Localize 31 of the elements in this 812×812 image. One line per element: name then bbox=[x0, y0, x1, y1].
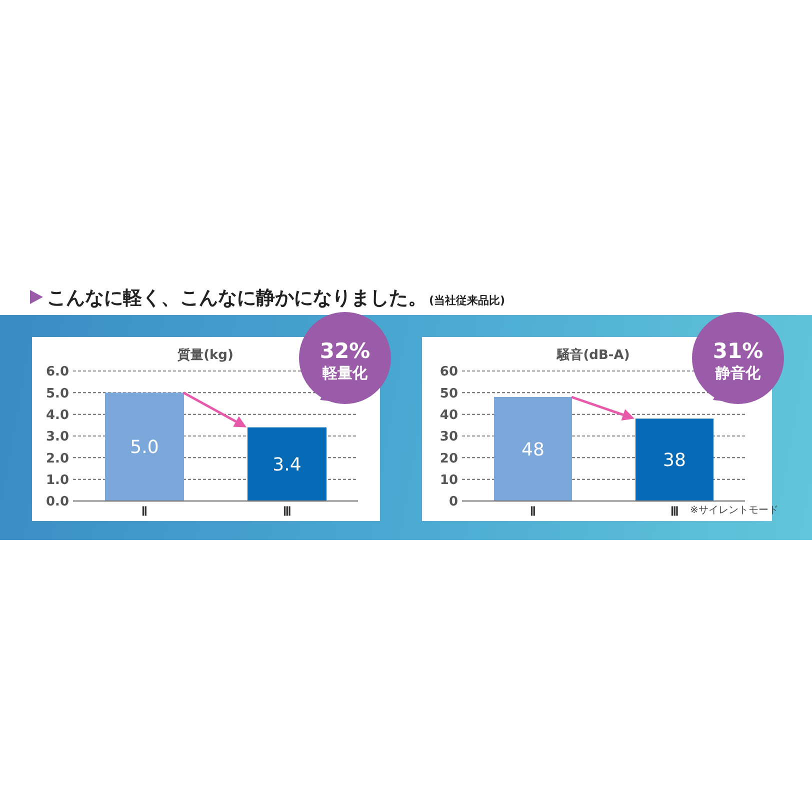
data-label: 48 bbox=[522, 439, 544, 460]
y-tick-label: 6.0 bbox=[46, 364, 69, 380]
data-label: 3.4 bbox=[272, 454, 302, 476]
x-tick-label: Ⅲ bbox=[282, 504, 291, 519]
y-tick-label: 2.0 bbox=[46, 451, 69, 466]
text: 32% bbox=[318, 339, 372, 363]
y-tick-label: 3.0 bbox=[46, 430, 69, 445]
chart-title: 騒音(dB-A) bbox=[556, 347, 630, 363]
y-tick-label: 50 bbox=[440, 386, 458, 402]
data-label: 5.0 bbox=[130, 437, 159, 458]
x-tick-label: Ⅱ bbox=[530, 504, 536, 519]
y-tick-label: 20 bbox=[440, 451, 458, 466]
y-tick-label: 40 bbox=[440, 408, 458, 423]
text: (当社従来品比) bbox=[429, 293, 506, 308]
y-tick-label: 5.0 bbox=[46, 386, 69, 402]
y-tick-label: 1.0 bbox=[46, 472, 69, 488]
text: 31% bbox=[712, 339, 764, 363]
y-tick-label: 30 bbox=[440, 430, 458, 445]
x-tick-label: Ⅱ bbox=[141, 504, 148, 519]
annotation: 静音化 bbox=[714, 364, 762, 382]
y-tick-label: 60 bbox=[440, 364, 458, 380]
y-tick-label: 4.0 bbox=[46, 408, 69, 423]
y-tick-label: 0 bbox=[448, 494, 458, 510]
x-tick-label: Ⅲ bbox=[670, 504, 678, 519]
text: こんなに軽く、こんなに静かになりました。 bbox=[47, 286, 427, 311]
annotation: 軽量化 bbox=[322, 364, 368, 382]
chart-title: 質量(kg) bbox=[176, 347, 234, 363]
data-label: 38 bbox=[663, 450, 686, 472]
y-tick-label: 0.0 bbox=[46, 494, 69, 510]
y-tick-label: 10 bbox=[440, 472, 458, 488]
text: ※サイレントモード bbox=[690, 505, 778, 517]
